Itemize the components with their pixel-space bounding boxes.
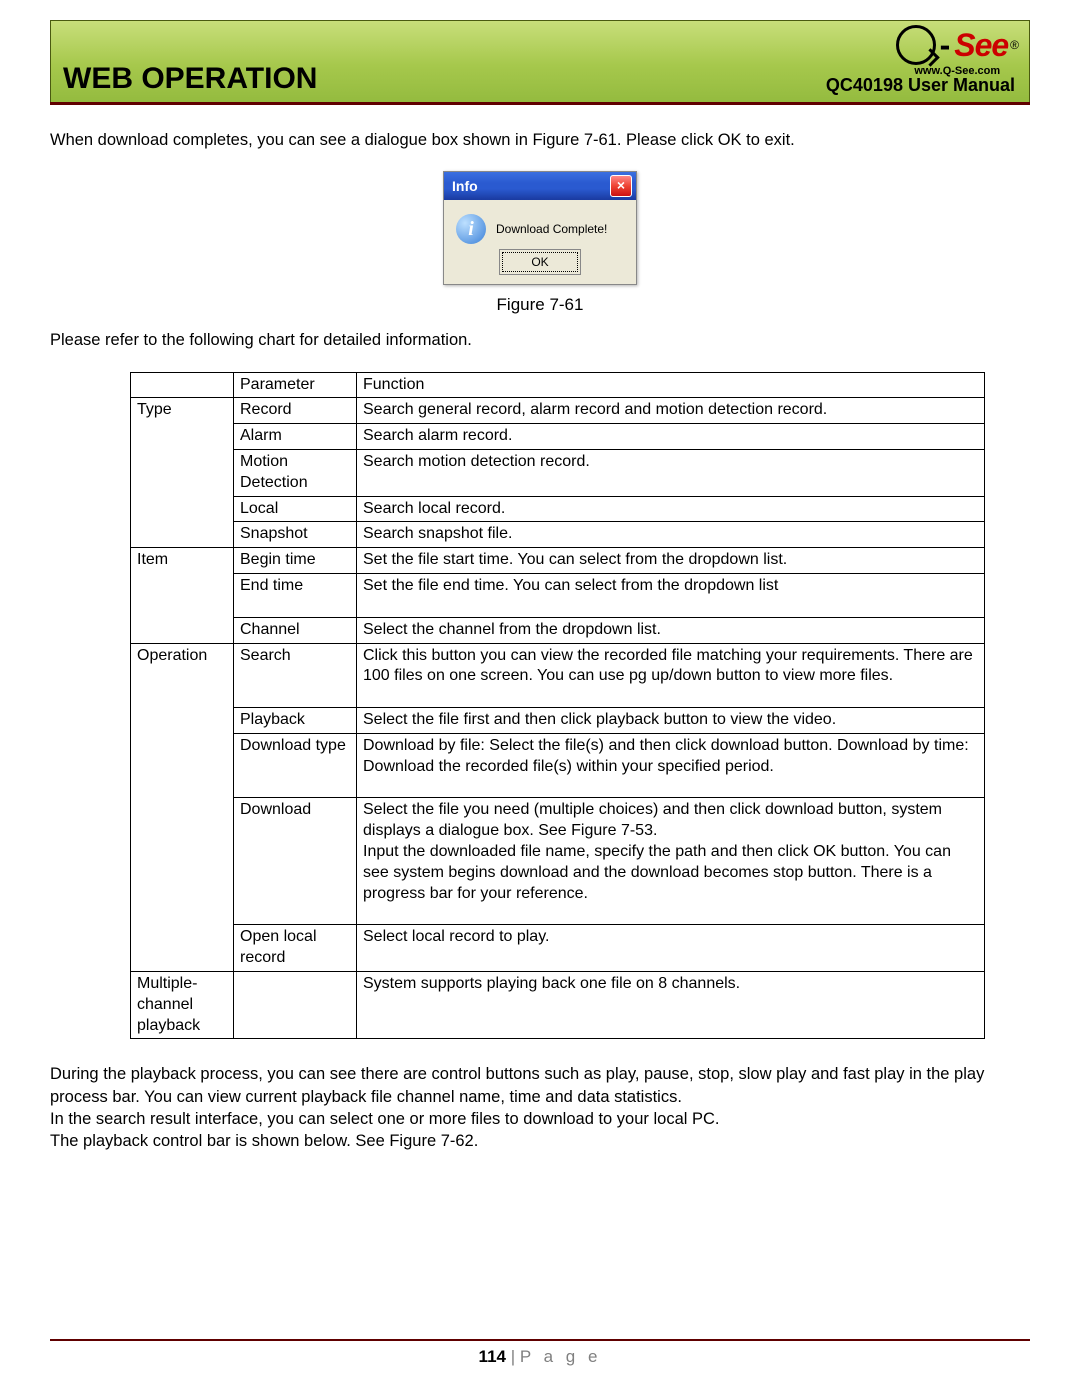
table-function-cell: Search general record, alarm record and … [357, 398, 985, 424]
table-category-cell: Type [131, 398, 234, 548]
table-row: AlarmSearch alarm record. [131, 424, 985, 450]
table-category-cell: Multiple-channel playback [131, 972, 234, 1039]
table-parameter-cell: Download type [234, 733, 357, 798]
table-row: ChannelSelect the channel from the dropd… [131, 617, 985, 643]
page-header: WEB OPERATION QC40198 User Manual - See … [50, 20, 1030, 105]
dialog-message: Download Complete! [496, 222, 607, 236]
table-row: ItemBegin timeSet the file start time. Y… [131, 548, 985, 574]
table-function-cell: Search motion detection record. [357, 449, 985, 496]
logo-url: www.Q-See.com [914, 65, 1000, 77]
info-icon: i [456, 214, 486, 244]
table-parameter-cell: End time [234, 573, 357, 617]
intro-paragraph: When download completes, you can see a d… [50, 129, 1030, 151]
table-function-cell: Search alarm record. [357, 424, 985, 450]
table-function-cell: Set the file start time. You can select … [357, 548, 985, 574]
table-row: Open local recordSelect local record to … [131, 925, 985, 972]
logo-see-text: See [954, 27, 1008, 64]
logo-q-icon [896, 25, 936, 65]
table-parameter-cell: Alarm [234, 424, 357, 450]
table-row: DownloadSelect the file you need (multip… [131, 798, 985, 925]
manual-page: WEB OPERATION QC40198 User Manual - See … [0, 0, 1080, 1397]
table-category-cell: Operation [131, 643, 234, 972]
table-function-cell: Set the file end time. You can select fr… [357, 573, 985, 617]
table-header-blank [131, 372, 234, 398]
figure-7-61: Info × i Download Complete! OK [50, 171, 1030, 285]
dialog-titlebar: Info × [444, 172, 636, 200]
table-row: OperationSearchClick this button you can… [131, 643, 985, 708]
table-row: Motion DetectionSearch motion detection … [131, 449, 985, 496]
table-function-cell: Select the file you need (multiple choic… [357, 798, 985, 925]
table-function-cell: Search snapshot file. [357, 522, 985, 548]
after-table-paragraph: During the playback process, you can see… [50, 1063, 1030, 1152]
ok-button[interactable]: OK [502, 252, 577, 272]
table-parameter-cell: Channel [234, 617, 357, 643]
close-icon[interactable]: × [610, 175, 632, 197]
logo-dash: - [940, 27, 951, 64]
page-label: P a g e [520, 1347, 602, 1366]
manual-title: QC40198 User Manual [826, 75, 1015, 96]
section-title: WEB OPERATION [63, 62, 317, 96]
dialog-title: Info [452, 178, 478, 194]
table-function-cell: Select the channel from the dropdown lis… [357, 617, 985, 643]
info-dialog: Info × i Download Complete! OK [443, 171, 637, 285]
table-parameter-cell: Download [234, 798, 357, 925]
table-parameter-cell [234, 972, 357, 1039]
table-row: SnapshotSearch snapshot file. [131, 522, 985, 548]
table-row: End timeSet the file end time. You can s… [131, 573, 985, 617]
footer-rule [50, 1339, 1030, 1341]
table-row: TypeRecordSearch general record, alarm r… [131, 398, 985, 424]
table-parameter-cell: Snapshot [234, 522, 357, 548]
table-parameter-cell: Motion Detection [234, 449, 357, 496]
qsee-logo: - See ® www.Q-See.com [886, 21, 1029, 77]
table-parameter-cell: Record [234, 398, 357, 424]
table-header-function: Function [357, 372, 985, 398]
table-function-cell: Download by file: Select the file(s) and… [357, 733, 985, 798]
logo-registered-icon: ® [1010, 38, 1019, 52]
table-function-cell: Search local record. [357, 496, 985, 522]
table-function-cell: Select the file first and then click pla… [357, 708, 985, 734]
table-category-cell: Item [131, 548, 234, 643]
table-row: LocalSearch local record. [131, 496, 985, 522]
table-function-cell: Select local record to play. [357, 925, 985, 972]
table-parameter-cell: Playback [234, 708, 357, 734]
header-green-bar: WEB OPERATION QC40198 User Manual - See … [50, 20, 1030, 102]
table-row: PlaybackSelect the file first and then c… [131, 708, 985, 734]
table-parameter-cell: Open local record [234, 925, 357, 972]
chart-intro: Please refer to the following chart for … [50, 329, 1030, 351]
page-number-value: 114 [479, 1347, 506, 1366]
table-function-cell: System supports playing back one file on… [357, 972, 985, 1039]
table-function-cell: Click this button you can view the recor… [357, 643, 985, 708]
table-parameter-cell: Search [234, 643, 357, 708]
table-parameter-cell: Local [234, 496, 357, 522]
table-header-parameter: Parameter [234, 372, 357, 398]
page-number: 114 | P a g e [50, 1347, 1030, 1367]
figure-caption: Figure 7-61 [50, 295, 1030, 315]
parameter-table: ParameterFunctionTypeRecordSearch genera… [130, 372, 985, 1040]
table-parameter-cell: Begin time [234, 548, 357, 574]
table-row: Download typeDownload by file: Select th… [131, 733, 985, 798]
table-row: Multiple-channel playback System supports… [131, 972, 985, 1039]
